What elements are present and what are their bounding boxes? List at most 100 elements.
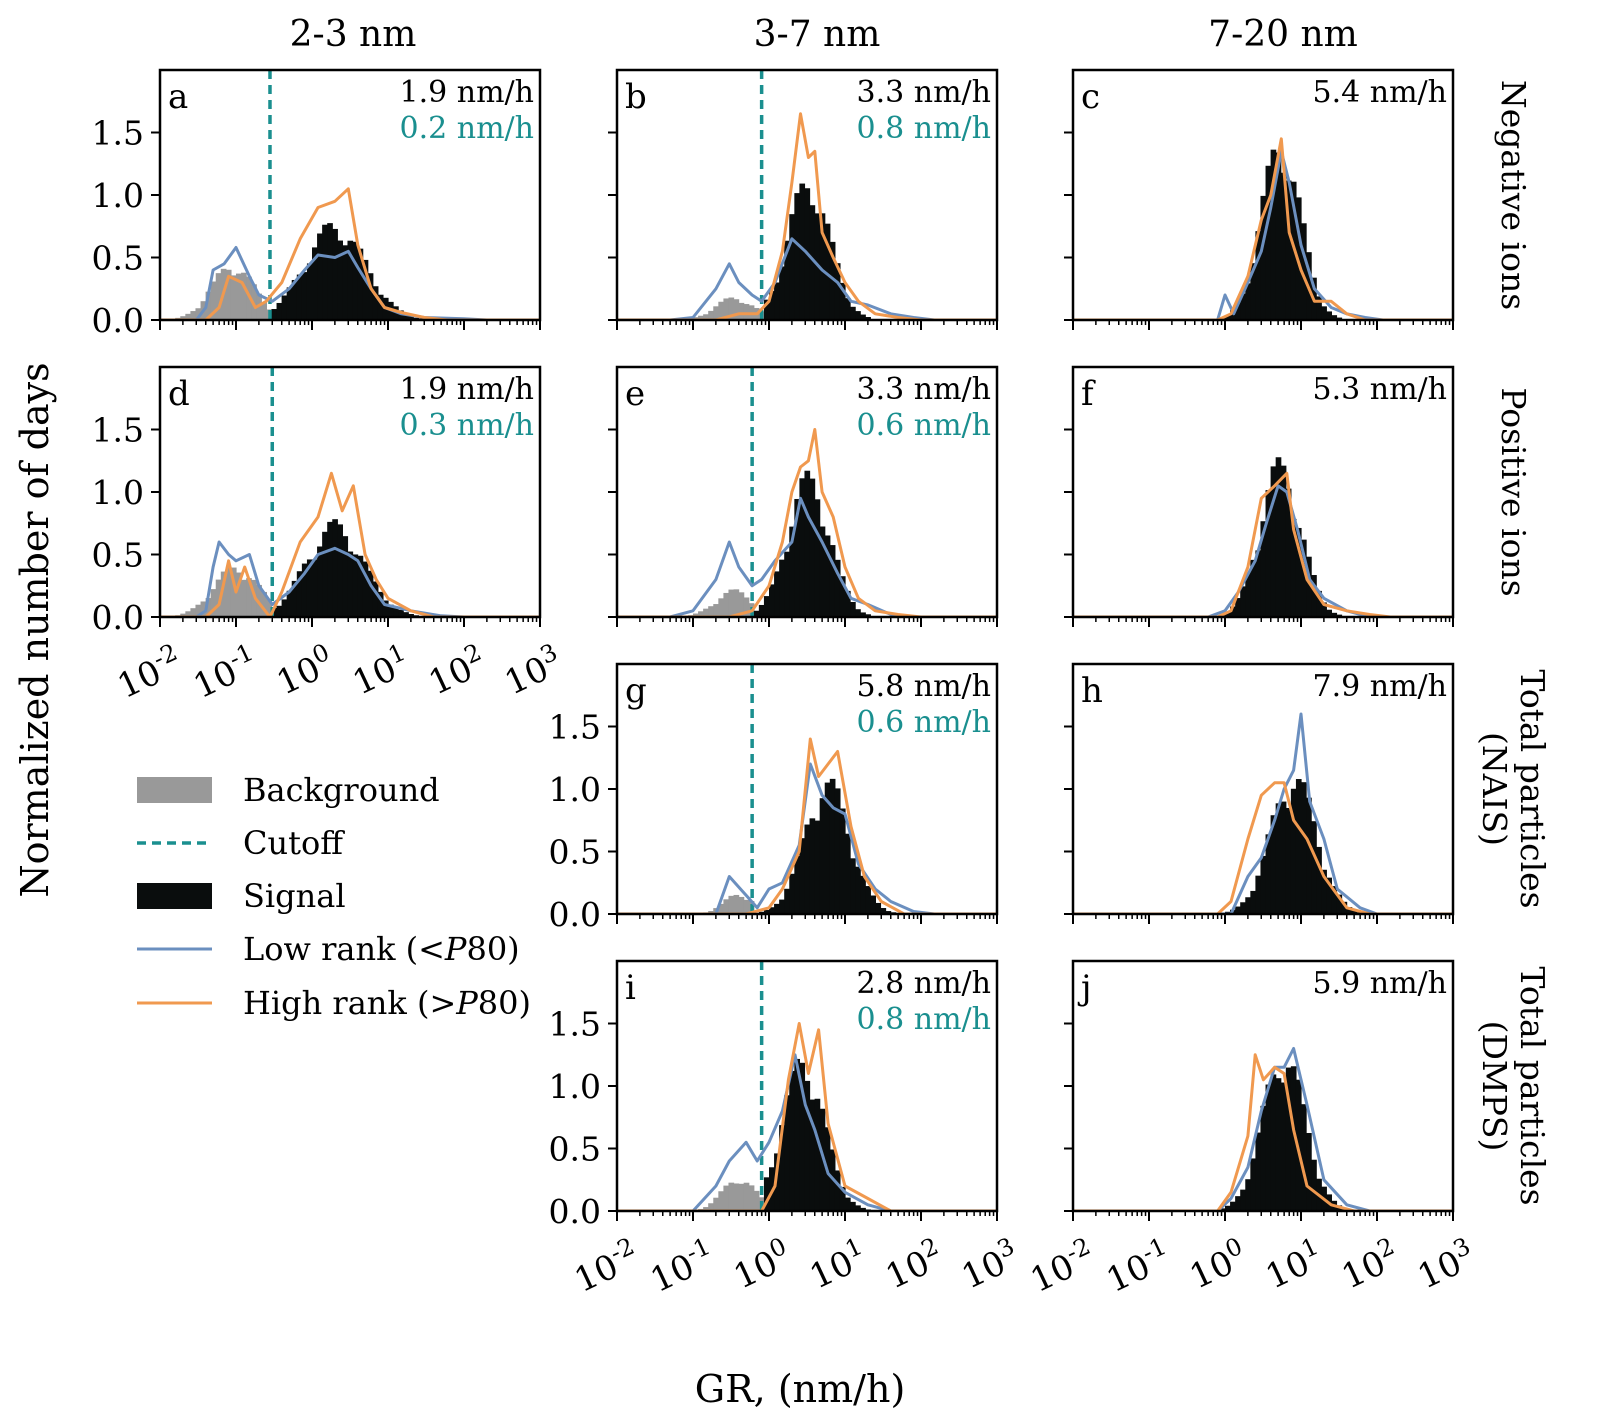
signal-bar [367, 273, 374, 320]
signal-bar [342, 245, 349, 320]
plot-area-j [1073, 1047, 1453, 1211]
signal-bar [1245, 283, 1251, 320]
background-bar [236, 273, 242, 320]
background-bar [195, 604, 202, 617]
legend-label: Signal [243, 877, 346, 915]
signal-bar [1301, 782, 1307, 914]
background-bar [718, 598, 724, 617]
signal-bar [819, 526, 826, 617]
svg-text:102: 102 [1334, 1232, 1406, 1298]
signal-bar [865, 317, 871, 320]
background-bar [180, 613, 186, 617]
signal-bar [1306, 1133, 1312, 1211]
signal-bar [839, 1186, 846, 1211]
signal-bar [332, 228, 338, 320]
signal-bar [1290, 1066, 1297, 1211]
x-tick-label: 10-1 [185, 638, 264, 707]
signal-bar [1290, 788, 1297, 914]
legend-label: Background [243, 771, 440, 809]
growth-rate-label: 3.3 nm/h [857, 372, 991, 407]
signal-bar [784, 1095, 790, 1211]
y-tick-label: 0.5 [549, 1130, 601, 1169]
signal-bar [306, 559, 313, 617]
signal-bar [337, 240, 343, 320]
signal-bar [824, 782, 831, 914]
background-bar [261, 302, 267, 320]
signal-bar [1255, 550, 1262, 617]
signal-bar [1316, 846, 1322, 914]
background-bar [743, 304, 750, 320]
background-bar [728, 1182, 735, 1211]
svg-text:100: 100 [726, 1232, 798, 1298]
panel-j: 10-2 10-1 100 101 102 103 j 5.9 nm/h [1022, 959, 1482, 1301]
signal-bar [352, 554, 359, 617]
x-tick-label: 102 [878, 1232, 950, 1298]
svg-text:103: 103 [954, 1232, 1026, 1298]
signal-bar [408, 613, 414, 617]
signal-bar [839, 576, 846, 617]
plot-area-g [617, 664, 997, 914]
signal-bar [753, 610, 760, 617]
row-title-line: (NAIS) [1475, 732, 1514, 846]
signal-bar [1295, 779, 1302, 914]
cutoff-growth-rate-label: 0.2 nm/h [400, 111, 534, 146]
background-bar [215, 579, 222, 617]
signal-bar [301, 563, 308, 617]
signal-bar [758, 604, 765, 617]
signal-bar [885, 911, 892, 914]
background-bar [195, 308, 202, 320]
background-bar [190, 311, 197, 320]
signal-bar [1285, 180, 1292, 320]
svg-text:103: 103 [1410, 1232, 1482, 1298]
signal-bar [794, 855, 800, 914]
background-bar [200, 601, 207, 617]
signal-bar [1240, 902, 1246, 914]
signal-bar [398, 609, 404, 617]
signal-bar [824, 535, 831, 617]
y-tick-label: 0.5 [549, 833, 601, 872]
plot-area-f [1073, 457, 1453, 617]
x-axis-label: GR, (nm/h) [695, 1367, 906, 1411]
signal-bar [850, 306, 856, 320]
signal-bar [1316, 296, 1322, 320]
background-bar [728, 297, 735, 320]
panel-d: 0.0 0.5 1.0 1.5 10-2 10-1 100 101 102 103 d 1.9 nm/… [92, 365, 569, 707]
y-tick-label: 1.0 [92, 176, 144, 215]
y-tick-label: 0.5 [92, 536, 144, 575]
signal-bar [276, 302, 283, 320]
background-bar [738, 592, 745, 617]
background-bar [713, 306, 719, 320]
signal-bar [789, 873, 795, 914]
y-tick-label: 0.0 [549, 1192, 601, 1231]
legend-label: Low rank (<P80) [243, 930, 520, 968]
background-bar [743, 597, 750, 617]
cutoff-growth-rate-label: 0.6 nm/h [857, 408, 991, 443]
signal-bar [332, 519, 338, 617]
signal-bar [1301, 223, 1307, 320]
signal-bar [1250, 263, 1256, 320]
background-bar [733, 894, 740, 914]
row-title-0: Negative ions [1494, 80, 1533, 310]
panel-i: 0.0 0.5 1.0 1.5 10-2 10-1 100 101 102 103 i 2.8 nm/… [549, 959, 1026, 1301]
growth-rate-label: 1.9 nm/h [400, 75, 534, 110]
signal-bar [1306, 556, 1312, 617]
signal-bar [774, 903, 780, 914]
signal-bar [1240, 293, 1246, 320]
signal-bar [367, 570, 374, 617]
signal-bar [789, 214, 795, 320]
signal-bar [271, 309, 278, 320]
signal-bar [1260, 195, 1267, 320]
signal-bar [296, 274, 303, 320]
signal-bar [1326, 311, 1332, 320]
signal-bar [1290, 518, 1297, 617]
background-bar [708, 310, 714, 320]
signal-bar [1351, 910, 1358, 914]
svg-text:100: 100 [1182, 1232, 1254, 1298]
legend-swatch [137, 777, 212, 803]
signal-bar [322, 224, 328, 320]
signal-bar [834, 1170, 841, 1211]
signal-bar [794, 498, 800, 617]
signal-bar [403, 612, 409, 617]
background-bar [241, 579, 247, 617]
